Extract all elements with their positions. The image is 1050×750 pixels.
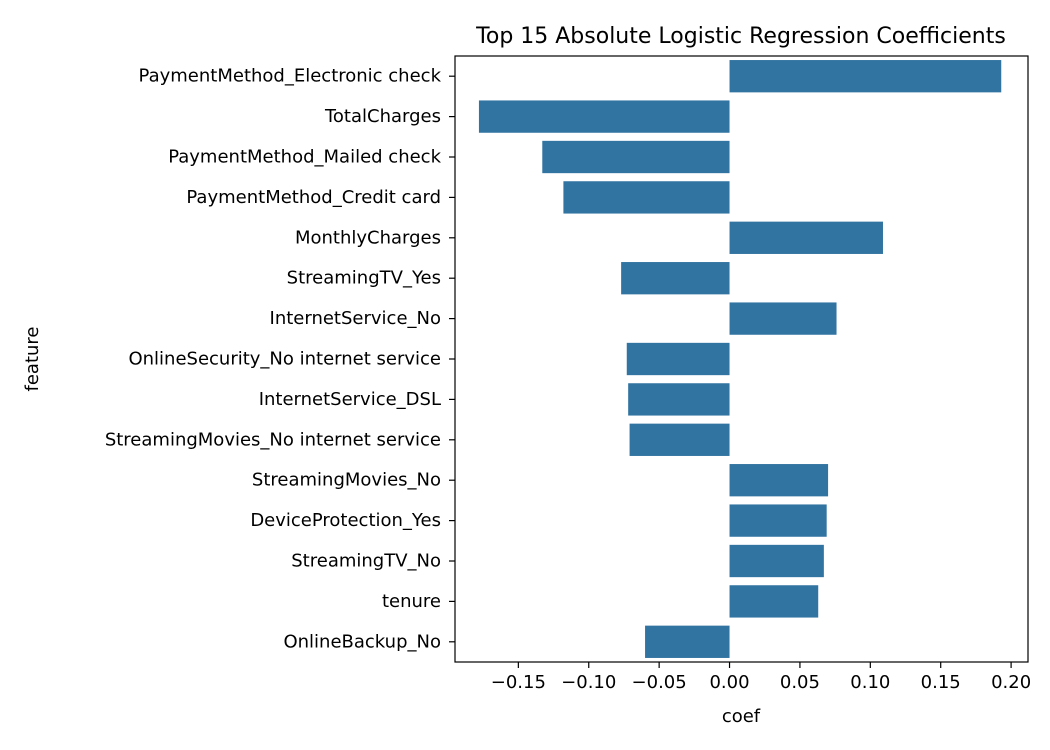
y-tick-label: PaymentMethod_Credit card (186, 187, 441, 208)
bar-9 (629, 423, 730, 456)
bar-6 (729, 302, 837, 335)
y-tick-label: PaymentMethod_Electronic check (139, 66, 442, 87)
y-tick-label: DeviceProtection_Yes (250, 510, 441, 531)
bar-12 (729, 544, 824, 578)
y-tick-label: InternetService_DSL (259, 389, 441, 410)
x-tick-label: −0.15 (491, 672, 546, 693)
chart-title: Top 15 Absolute Logistic Regression Coef… (475, 24, 1006, 49)
x-axis-label: coef (722, 706, 761, 727)
bars-group (478, 60, 1002, 658)
x-tick-label: 0.10 (850, 672, 890, 693)
y-tick-label: StreamingTV_Yes (287, 268, 441, 289)
y-tick-label: tenure (382, 591, 441, 612)
y-tick-label: TotalCharges (324, 106, 441, 127)
bar-2 (542, 140, 730, 174)
bar-5 (621, 262, 730, 295)
bar-1 (478, 100, 730, 133)
bar-8 (628, 383, 730, 416)
bar-3 (563, 181, 730, 214)
y-tick-label: PaymentMethod_Mailed check (168, 147, 441, 168)
y-tick-label: StreamingTV_No (291, 551, 441, 572)
x-axis-ticks: −0.15 −0.10 −0.05 0.00 0.05 0.10 0.15 0.20 (491, 662, 1031, 693)
bar-0 (729, 60, 1002, 93)
x-tick-label: 0.20 (991, 672, 1031, 693)
y-axis-ticks: PaymentMethod_Electronic check TotalCharg… (105, 66, 455, 652)
x-tick-label: 0.05 (780, 672, 820, 693)
y-tick-label: StreamingMovies_No (252, 470, 441, 491)
y-axis-label: feature (22, 327, 43, 392)
x-tick-label: −0.05 (632, 672, 687, 693)
y-tick-label: InternetService_No (270, 308, 441, 329)
bar-7 (626, 342, 730, 376)
bar-14 (645, 625, 730, 658)
x-tick-label: −0.10 (561, 672, 616, 693)
y-tick-label: OnlineBackup_No (283, 631, 441, 652)
bar-11 (729, 504, 827, 537)
y-tick-label: StreamingMovies_No internet service (105, 429, 441, 450)
x-tick-label: 0.00 (709, 672, 749, 693)
bar-4 (729, 221, 883, 254)
y-tick-label: MonthlyCharges (295, 227, 441, 248)
x-tick-label: 0.15 (921, 672, 961, 693)
bar-10 (729, 464, 829, 497)
bar-13 (729, 585, 819, 618)
y-tick-label: OnlineSecurity_No internet service (128, 349, 441, 370)
